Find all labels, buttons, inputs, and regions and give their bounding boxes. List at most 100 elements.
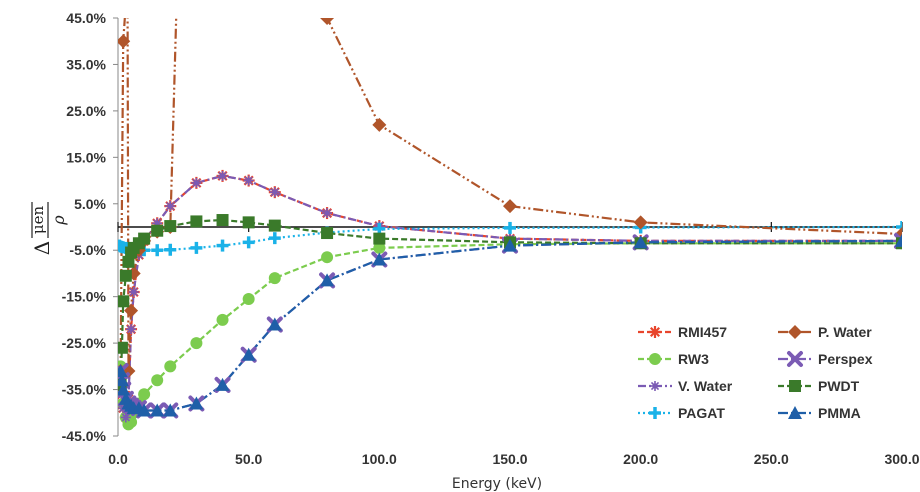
legend-item: Perspex xyxy=(778,351,873,367)
y-tick-label: 5.0% xyxy=(74,196,106,212)
data-point xyxy=(322,208,333,219)
labels-layer: 45.0% 35.0% 25.0% 15.0% 5.0% -5.0% -15.0% -25.0… xyxy=(62,10,920,467)
data-point xyxy=(267,317,282,331)
data-point xyxy=(150,403,165,417)
y-axis-title: Δ μen ρ xyxy=(29,202,68,255)
series-line-rw3 xyxy=(119,242,902,427)
data-point xyxy=(320,273,335,287)
series-line-p-water xyxy=(119,18,902,372)
y-tick-label: -25.0% xyxy=(62,335,107,351)
data-point xyxy=(151,224,164,237)
data-point xyxy=(164,360,177,373)
x-tick-label: 0.0 xyxy=(108,451,128,467)
data-point xyxy=(122,255,135,268)
data-point xyxy=(119,269,132,282)
data-point xyxy=(215,377,230,391)
y-tick-label: -45.0% xyxy=(62,428,107,444)
data-point xyxy=(121,363,136,378)
legend-label: V. Water xyxy=(678,378,733,394)
data-point xyxy=(164,243,177,256)
legend: RMI457 P. Water RW3 Perspex V. Water PWDT PAGA… xyxy=(638,324,873,421)
data-point xyxy=(217,170,228,181)
legend-label: RW3 xyxy=(678,351,709,367)
y-tick-label: -35.0% xyxy=(62,382,107,398)
data-point xyxy=(165,201,176,212)
legend-label: PAGAT xyxy=(678,405,725,421)
data-point xyxy=(789,380,801,392)
series-markers-perspex xyxy=(118,232,902,419)
series-line-rmi457 xyxy=(119,174,902,418)
data-point xyxy=(373,232,386,245)
data-point xyxy=(268,232,281,245)
data-point xyxy=(321,251,334,264)
y-axis-numerator: μen xyxy=(29,206,47,235)
data-point xyxy=(243,175,254,186)
legend-item: PWDT xyxy=(778,378,860,394)
data-point xyxy=(650,381,660,391)
data-point xyxy=(151,244,164,257)
data-point xyxy=(372,252,387,266)
data-point xyxy=(268,272,281,285)
data-point xyxy=(138,388,151,401)
x-tick-label: 100.0 xyxy=(362,451,397,467)
data-point xyxy=(126,324,137,335)
y-axis-delta: Δ xyxy=(30,241,54,255)
data-point xyxy=(787,351,803,367)
x-tick-label: 300.0 xyxy=(884,451,919,467)
legend-item: V. Water xyxy=(638,378,733,394)
legend-label: RMI457 xyxy=(678,324,727,340)
data-point xyxy=(216,214,229,227)
data-point xyxy=(503,238,517,252)
data-point xyxy=(189,396,204,410)
data-point xyxy=(118,295,130,308)
data-point xyxy=(138,232,151,245)
data-point xyxy=(126,266,141,281)
data-point xyxy=(321,227,334,240)
x-tick-label: 50.0 xyxy=(235,451,262,467)
data-point xyxy=(649,326,661,338)
x-tick-label: 250.0 xyxy=(754,451,789,467)
data-point xyxy=(164,220,177,233)
data-point xyxy=(216,313,229,326)
legend-label: PMMA xyxy=(818,405,861,421)
data-point xyxy=(118,341,128,354)
data-point xyxy=(895,233,902,247)
data-point xyxy=(118,363,128,377)
data-point xyxy=(504,221,516,234)
series-line-perspex xyxy=(119,239,902,412)
legend-item: P. Water xyxy=(778,324,872,340)
data-point xyxy=(190,241,203,254)
y-axis-denominator: ρ xyxy=(49,215,68,226)
legend-label: PWDT xyxy=(818,378,860,394)
series-markers-pmma xyxy=(118,233,902,417)
data-point xyxy=(242,216,255,229)
y-tick-label: -15.0% xyxy=(62,289,107,305)
legend-item: RW3 xyxy=(638,351,709,367)
data-point xyxy=(242,236,255,249)
data-point xyxy=(268,219,281,232)
legend-label: Perspex xyxy=(818,351,873,367)
data-point xyxy=(242,292,255,305)
x-axis-title: Energy (keV) xyxy=(452,476,542,492)
marker-layer xyxy=(118,18,902,431)
data-point xyxy=(191,177,202,188)
data-point xyxy=(241,347,256,361)
data-point xyxy=(190,337,203,350)
data-point xyxy=(373,241,386,254)
data-point xyxy=(151,374,164,387)
x-tick-label: 200.0 xyxy=(623,451,658,467)
data-point xyxy=(896,221,902,233)
series-line-v-water xyxy=(119,174,902,418)
data-point xyxy=(633,215,648,230)
data-point xyxy=(320,18,335,25)
data-point xyxy=(649,407,661,419)
data-point xyxy=(633,235,648,249)
series-markers-p-water xyxy=(118,18,902,378)
data-point xyxy=(118,34,131,49)
y-tick-label: 35.0% xyxy=(66,56,106,72)
y-tick-label: 45.0% xyxy=(66,10,106,26)
data-point xyxy=(269,187,280,198)
series-markers-rw3 xyxy=(118,237,902,431)
data-point xyxy=(788,325,802,339)
legend-item: PAGAT xyxy=(638,405,725,421)
